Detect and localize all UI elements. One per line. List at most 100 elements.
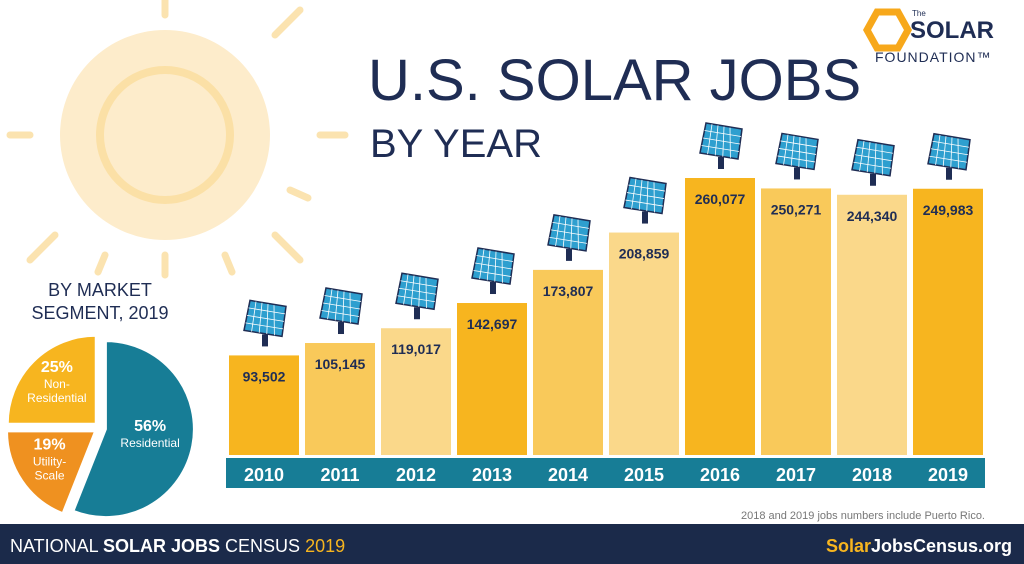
panel-cell [321,310,360,317]
panel-cell [245,322,284,330]
footer-part: JobsCensus.org [871,536,1012,556]
panel-cell [856,146,894,154]
panel-post [946,167,952,180]
panel-cell [625,199,664,207]
x-tick-label: 2016 [700,465,740,485]
bar [533,269,603,455]
panel-icon [547,214,591,261]
value-label: 260,077 [695,191,746,207]
bar [305,343,375,455]
note: 2018 and 2019 jobs numbers include Puert… [741,510,985,522]
panel-cell [701,145,740,152]
value-label: 105,145 [315,356,366,372]
panel-cell [626,192,665,199]
panel-cell [474,262,513,270]
x-tick-label: 2012 [396,465,436,485]
panel-cell [322,302,361,310]
bar [457,303,527,455]
footer-part: 2019 [305,536,345,556]
pie-slice [72,340,195,519]
footer [0,524,1024,564]
x-tick-label: 2015 [624,465,664,485]
value-label: 119,017 [391,341,441,357]
x-tick-label: 2014 [548,465,588,485]
pie-category-label: Non- [44,377,70,391]
panel-icon [243,299,287,347]
footer-part: SOLAR JOBS [103,536,220,556]
sun-ray [221,251,236,276]
pie-slice [6,334,97,425]
pie-title: SEGMENT, 2019 [31,303,168,323]
footer-right: SolarJobsCensus.org [826,536,1012,556]
logo-small: The [912,9,926,18]
panel-post [642,211,648,224]
panel-cell [473,270,512,277]
bar [913,188,983,456]
value-label: 173,807 [543,283,594,299]
logo: The SOLAR FOUNDATION™ [862,8,994,65]
panel-icon [775,132,819,180]
bar [685,178,755,455]
logo-name: SOLAR [910,17,994,44]
panel-cell [853,161,892,169]
panel-cell [702,137,741,145]
panel-cell [777,155,816,163]
bar [761,188,831,455]
panel-cell [248,307,286,315]
logo-hexagon [862,8,913,52]
footer-left: NATIONAL SOLAR JOBS CENSUS 2019 [10,536,345,556]
x-tick-label: 2010 [244,465,284,485]
sun-halo [60,30,270,240]
panel-post [490,282,496,295]
panel-cell [932,140,970,148]
panel-post [414,307,420,320]
panel-post [566,248,572,261]
panel-post [870,173,876,186]
pie-value-label: 25% [41,359,73,376]
panel-post [718,157,724,169]
x-tick-label: 2018 [852,465,892,485]
panel-post [262,334,268,347]
pie-title: BY MARKET [48,280,152,300]
value-label: 250,271 [771,201,822,217]
panel-cell [780,140,818,148]
logo-sub: FOUNDATION™ [875,49,992,65]
x-tick-label: 2017 [776,465,816,485]
value-label: 208,859 [619,246,670,262]
value-label: 142,697 [467,316,518,332]
sun-ray [286,186,312,202]
panel-post [338,322,344,335]
sun-ray [26,231,59,264]
x-tick-label: 2013 [472,465,512,485]
panel-icon [395,272,439,320]
bar [381,328,451,455]
bar [229,355,299,455]
panel-icon [927,132,971,180]
panel-cell [704,130,742,137]
panel-icon [319,287,363,335]
footer-part: NATIONAL [10,536,103,556]
panel-cell [324,295,362,302]
panel-cell [778,148,817,155]
panel-cell [552,221,590,229]
panel-cell [930,148,969,156]
sun-ray [94,251,109,276]
pie-category-label: Utility- [33,454,66,468]
sun-ray [271,231,304,264]
sun [6,0,349,279]
value-label: 244,340 [847,208,898,224]
panel-cell [628,184,666,192]
chart-subtitle: BY YEAR [370,122,542,166]
chart-title: U.S. SOLAR JOBS [368,48,861,113]
pie-category-label: Scale [35,468,65,482]
pie-category-label: Residential [27,391,86,405]
panel-cell [400,280,438,288]
footer-part: CENSUS [220,536,305,556]
panel-cell [397,295,436,303]
panel-icon [851,138,895,186]
value-label: 249,983 [923,202,974,218]
value-label: 93,502 [243,368,286,384]
panel-cell [929,155,968,163]
bar [837,194,907,455]
